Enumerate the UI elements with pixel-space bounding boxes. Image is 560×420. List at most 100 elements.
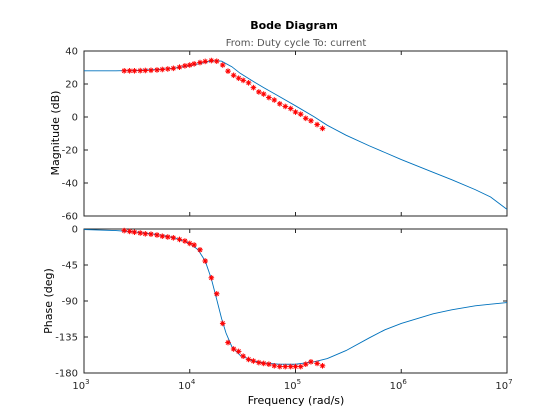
phase-plot-content: 0 -45 -90 -135 -180 bbox=[55, 225, 508, 380]
phase-measured-point bbox=[256, 359, 262, 366]
magnitude-measured-point bbox=[197, 59, 203, 66]
phase-measured-point bbox=[250, 358, 257, 364]
phase-measured-point bbox=[170, 235, 177, 241]
phase-y-tick-label: -180 bbox=[55, 369, 78, 380]
chart-subtitle: From: Duty cycle To: current bbox=[226, 38, 367, 49]
magnitude-measured-point bbox=[121, 68, 128, 74]
magnitude-measured-point bbox=[314, 121, 320, 128]
phase-measured-point bbox=[182, 238, 188, 244]
phase-measured-point bbox=[176, 236, 183, 243]
phase-measured-point bbox=[208, 275, 215, 281]
magnitude-y-axis-label: Magnitude (dB) bbox=[49, 91, 62, 176]
magnitude-measured-point bbox=[282, 103, 289, 110]
phase-measured-point bbox=[126, 228, 133, 235]
magnitude-measured-point bbox=[208, 57, 215, 64]
phase-measured-point bbox=[148, 231, 154, 237]
phase-measured-point bbox=[266, 361, 272, 367]
x-axis-tick-labels: 103 104 105 106 107 bbox=[72, 378, 512, 392]
magnitude-measured-point bbox=[225, 68, 231, 74]
phase-measured-point bbox=[142, 231, 149, 237]
magnitude-measured-point bbox=[170, 65, 177, 72]
magnitude-measured-point bbox=[308, 117, 314, 124]
magnitude-measured-point bbox=[159, 66, 166, 73]
magnitude-measured-point bbox=[266, 94, 272, 101]
phase-measured-point bbox=[186, 240, 193, 247]
magnitude-y-tick-label: -20 bbox=[62, 146, 78, 157]
phase-axes-frame bbox=[83, 228, 508, 374]
magnitude-measured-point bbox=[176, 64, 183, 70]
magnitude-measured-point bbox=[142, 67, 149, 74]
magnitude-measured-point bbox=[219, 62, 226, 68]
magnitude-measured-point bbox=[137, 67, 144, 74]
magnitude-measured-point bbox=[186, 62, 193, 68]
phase-measured-point bbox=[159, 233, 166, 239]
magnitude-plot-content: 40 20 0 -20 -40 -60 bbox=[62, 47, 508, 223]
phase-measured-point bbox=[240, 353, 246, 359]
magnitude-measured-point bbox=[213, 58, 220, 65]
magnitude-measured-point bbox=[271, 97, 278, 103]
x-axis-label: Frequency (rad/s) bbox=[248, 394, 345, 407]
magnitude-measured-point bbox=[182, 63, 188, 69]
phase-y-tick-label: -90 bbox=[62, 297, 78, 308]
phase-measured-point bbox=[302, 361, 309, 367]
phase-measured-point bbox=[297, 363, 304, 370]
phase-measured-point bbox=[197, 247, 203, 253]
magnitude-measured-point bbox=[148, 67, 154, 74]
phase-measured-point bbox=[271, 363, 278, 369]
magnitude-plot: 40 20 0 -20 -40 -60 Magnitude (dB) bbox=[49, 47, 508, 223]
magnitude-measured-point bbox=[126, 68, 133, 74]
phase-measured-point bbox=[202, 258, 209, 264]
phase-y-tick-label: 0 bbox=[72, 225, 78, 236]
phase-measured-point bbox=[225, 339, 231, 346]
magnitude-measured-point bbox=[287, 105, 294, 112]
phase-measured-point bbox=[308, 359, 314, 365]
phase-measured-point bbox=[219, 320, 226, 327]
magnitude-measured-point bbox=[256, 89, 262, 95]
phase-measured-point bbox=[137, 230, 144, 236]
magnitude-measured-point bbox=[292, 109, 299, 115]
phase-measured-point bbox=[282, 363, 289, 370]
phase-measured-point bbox=[191, 242, 197, 248]
x-tick-label: 106 bbox=[390, 378, 408, 392]
phase-measured-point bbox=[131, 229, 138, 235]
magnitude-measured-point bbox=[164, 66, 171, 72]
phase-measured-point bbox=[121, 227, 128, 234]
magnitude-axes-frame bbox=[83, 50, 508, 217]
phase-measured-point bbox=[213, 291, 220, 297]
magnitude-measured-point bbox=[131, 68, 138, 74]
phase-measured-point bbox=[314, 360, 320, 367]
magnitude-measured-point bbox=[154, 67, 160, 73]
phase-measured-point bbox=[287, 363, 294, 370]
magnitude-measured-point bbox=[319, 125, 326, 132]
magnitude-measured-point bbox=[250, 84, 257, 91]
magnitude-measured-point bbox=[245, 80, 252, 86]
magnitude-y-tick-label: 20 bbox=[65, 80, 78, 91]
phase-plot: 0 -45 -90 -135 -180 Phase (deg) bbox=[42, 225, 508, 380]
magnitude-measured-point bbox=[202, 58, 209, 65]
magnitude-measured-point bbox=[297, 111, 304, 117]
phase-measured-point bbox=[276, 363, 283, 370]
magnitude-measured-point bbox=[235, 75, 242, 82]
phase-measured-point bbox=[164, 234, 171, 240]
phase-measured-point bbox=[319, 363, 326, 369]
magnitude-y-tick-label: -40 bbox=[62, 179, 78, 190]
magnitude-measured-point bbox=[240, 77, 246, 84]
magnitude-measured-point bbox=[260, 91, 267, 97]
phase-y-tick-label: -45 bbox=[62, 261, 78, 272]
phase-measured-point bbox=[230, 346, 237, 352]
chart-title: Bode Diagram bbox=[250, 19, 338, 32]
phase-measured-point bbox=[154, 232, 160, 238]
magnitude-measured-point bbox=[230, 72, 237, 79]
phase-y-tick-label: -135 bbox=[55, 333, 78, 344]
phase-measured-point bbox=[235, 348, 242, 355]
phase-measured-point bbox=[260, 360, 267, 367]
magnitude-y-tick-label: -60 bbox=[62, 212, 78, 223]
x-tick-label: 105 bbox=[284, 378, 301, 392]
magnitude-measured-point bbox=[191, 61, 197, 67]
x-tick-label: 107 bbox=[495, 378, 512, 392]
phase-y-axis-label: Phase (deg) bbox=[42, 268, 55, 334]
magnitude-y-tick-label: 40 bbox=[65, 47, 78, 58]
phase-measured-point bbox=[245, 356, 252, 363]
x-tick-label: 103 bbox=[72, 378, 89, 392]
